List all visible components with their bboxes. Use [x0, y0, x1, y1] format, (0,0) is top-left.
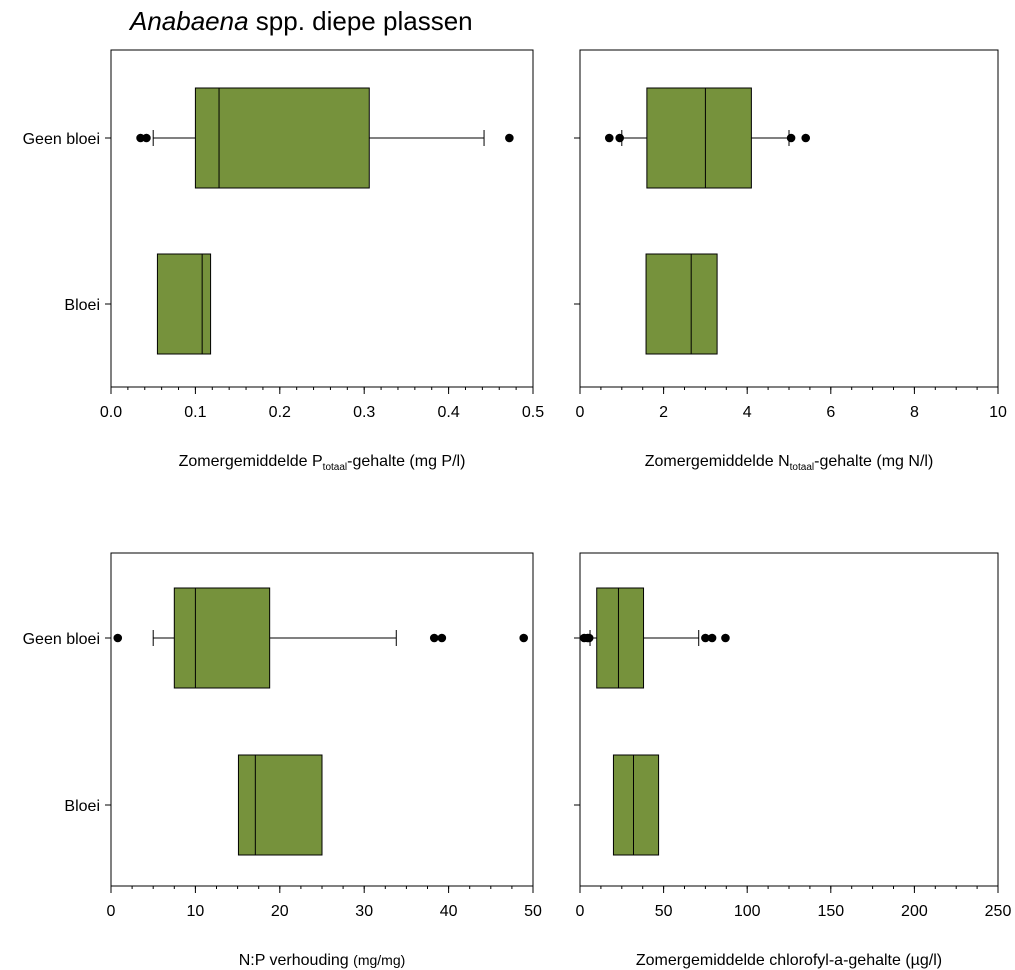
- box-iqr: [173, 587, 271, 689]
- outlier-point: [786, 133, 796, 143]
- tick-label: 6: [826, 404, 835, 421]
- box-geen-bloei: [574, 587, 730, 689]
- category-label: Geen bloei: [23, 631, 100, 648]
- outlier-point: [604, 133, 614, 143]
- box-iqr: [612, 754, 660, 856]
- chart-panel-n: 0 2 4 6 8 10 Zomergemiddelde Ntotaal-gehalte (…: [574, 49, 1007, 473]
- tick-label: 4: [743, 404, 752, 421]
- outlier-point: [615, 133, 625, 143]
- outlier-point: [584, 633, 594, 643]
- tick-label: 10: [989, 404, 1007, 421]
- tick-label: 8: [910, 404, 919, 421]
- outlier-point: [519, 633, 529, 643]
- box-bloei: [574, 754, 660, 856]
- tick-label: 0: [576, 903, 585, 920]
- outlier-point: [136, 133, 145, 143]
- x-axis-label-part: totaal: [790, 462, 814, 473]
- x-axis-label-part: -gehalte (mg N/l): [814, 453, 933, 470]
- x-axis-label: Zomergemiddelde Ntotaal-gehalte (mg N/l): [645, 453, 934, 473]
- outlier-point: [437, 633, 447, 643]
- box-geen-bloei: [574, 87, 811, 189]
- tick-label: 50: [655, 903, 673, 920]
- x-axis-label-part: totaal: [323, 462, 347, 473]
- box-bloei: Bloei: [64, 253, 212, 355]
- tick-label: 0.2: [269, 404, 291, 421]
- x-axis-label-part: Zomergemiddelde N: [645, 453, 790, 470]
- x-axis-label-part: -gehalte (mg P/l): [347, 453, 465, 470]
- box-iqr: [237, 754, 323, 856]
- tick-label: 0.1: [184, 404, 206, 421]
- box-bloei: Bloei: [64, 754, 323, 856]
- tick-label: 2: [659, 404, 668, 421]
- tick-label: 0.3: [353, 404, 375, 421]
- tick-label: 30: [355, 903, 373, 920]
- box-iqr: [596, 587, 645, 689]
- x-axis-label: N:P verhouding (mg/mg): [239, 952, 406, 969]
- tick-label: 0.4: [437, 404, 459, 421]
- outlier-point: [113, 633, 123, 643]
- tick-label: 0.0: [100, 404, 122, 421]
- outlier-point: [429, 633, 439, 643]
- tick-label: 0: [576, 404, 585, 421]
- plot-frame: [579, 49, 999, 388]
- tick-label: 10: [187, 903, 205, 920]
- category-label: Bloei: [64, 798, 100, 815]
- tick-label: 200: [901, 903, 928, 920]
- chart-panel-chl: 0 50 100 150 200 250 Zomergemiddelde chlorofyl…: [574, 552, 1012, 969]
- tick-label: 150: [817, 903, 844, 920]
- figure-title: Anabaena spp. diepe plassen: [130, 6, 473, 37]
- outlier-point: [707, 633, 717, 643]
- outlier-point: [721, 633, 730, 643]
- title-rest: spp. diepe plassen: [248, 6, 473, 36]
- tick-label: 0.5: [522, 404, 544, 421]
- outlier-point: [701, 633, 710, 643]
- tick-label: 20: [271, 903, 289, 920]
- plot-frame: [110, 49, 534, 388]
- x-axis-label-part: N:P verhouding: [239, 952, 353, 969]
- box-geen-bloei: Geen bloei: [23, 87, 514, 189]
- outlier-point: [505, 133, 514, 143]
- x-axis-label: Zomergemiddelde Ptotaal-gehalte (mg P/l): [179, 453, 466, 473]
- tick-label: 50: [524, 903, 542, 920]
- x-axis-label: Zomergemiddelde chlorofyl-a-gehalte (µg/…: [636, 952, 942, 969]
- outlier-point: [801, 133, 811, 143]
- tick-label: 0: [107, 903, 116, 920]
- tick-label: 40: [440, 903, 458, 920]
- box-bloei: [574, 253, 718, 355]
- title-genus: Anabaena: [130, 6, 249, 36]
- outlier-point: [142, 133, 151, 143]
- x-axis-label-part: Zomergemiddelde chlorofyl-a-gehalte (µg/…: [636, 952, 942, 969]
- box-iqr: [646, 87, 752, 189]
- box-geen-bloei: Geen bloei: [23, 587, 529, 689]
- category-label: Geen bloei: [23, 131, 100, 148]
- category-label: Bloei: [64, 297, 100, 314]
- box-iqr: [645, 253, 718, 355]
- x-axis-label-part: (mg/mg): [353, 952, 405, 968]
- box-iqr: [194, 87, 370, 189]
- tick-label: 250: [985, 903, 1012, 920]
- x-axis-label-part: Zomergemiddelde P: [179, 453, 323, 470]
- chart-panel-p: 0.0 0.1 0.2 0.3 0.4 0.5 Zomergemiddelde Ptotaa…: [23, 49, 544, 473]
- tick-label: 100: [734, 903, 761, 920]
- chart-panel-np: 0 10 20 30 40 50 N:P verhouding (mg/mg) Geen bl…: [23, 552, 542, 969]
